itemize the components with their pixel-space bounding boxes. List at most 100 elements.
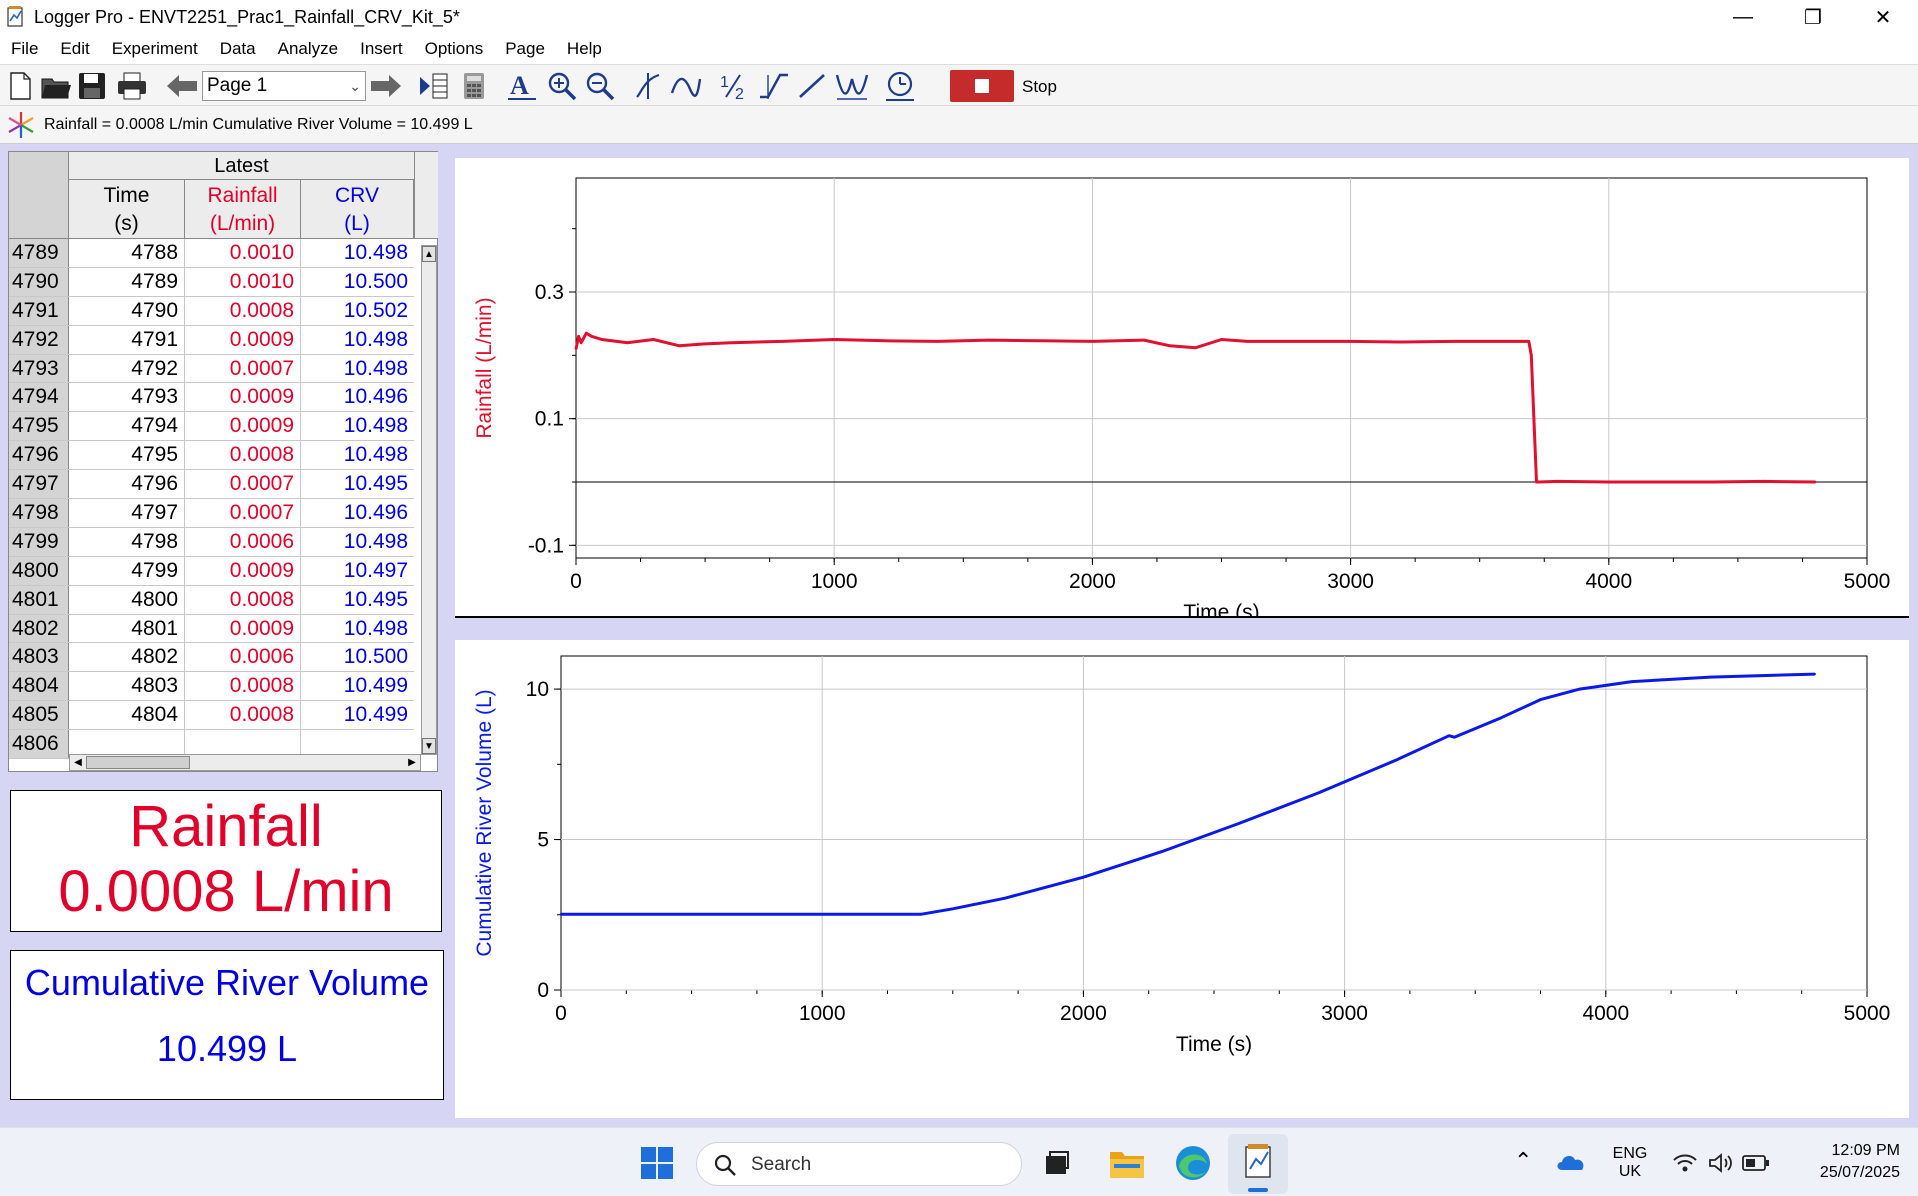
page-select[interactable]: Page 1 ⌄ bbox=[202, 71, 366, 101]
taskbar-search[interactable]: Search bbox=[696, 1142, 1022, 1186]
table-row[interactable]: 4790 4789 0.0010 10.500 bbox=[9, 267, 414, 297]
file-explorer-icon[interactable] bbox=[1108, 1146, 1146, 1180]
cell-rainfall[interactable]: 0.0008 bbox=[185, 672, 301, 701]
table-row[interactable]: 4802 4801 0.0009 10.498 bbox=[9, 614, 414, 644]
menu-experiment[interactable]: Experiment bbox=[111, 39, 198, 58]
previous-page-button[interactable] bbox=[164, 69, 200, 103]
column-header-crv[interactable]: CRV (L) bbox=[301, 180, 414, 239]
cell-rainfall[interactable]: 0.0009 bbox=[185, 614, 301, 643]
cell-rainfall[interactable]: 0.0007 bbox=[185, 470, 301, 499]
column-header-rainfall[interactable]: Rainfall (L/min) bbox=[185, 180, 301, 239]
cell-time[interactable]: 4791 bbox=[69, 325, 185, 354]
cell-time[interactable]: 4794 bbox=[69, 412, 185, 441]
cell-time[interactable]: 4798 bbox=[69, 527, 185, 556]
table-row[interactable]: 4797 4796 0.0007 10.495 bbox=[9, 470, 414, 500]
cell-crv[interactable]: 10.495 bbox=[343, 587, 408, 611]
scroll-down-icon[interactable]: ▼ bbox=[422, 738, 436, 754]
scroll-right-icon[interactable]: ▶ bbox=[408, 757, 416, 768]
cell-time[interactable]: 4796 bbox=[69, 470, 185, 499]
cell-crv[interactable]: 10.498 bbox=[343, 616, 408, 640]
table-row[interactable]: 4798 4797 0.0007 10.496 bbox=[9, 499, 414, 528]
cell-rainfall[interactable]: 0.0009 bbox=[185, 325, 301, 354]
table-row[interactable]: 4793 4792 0.0007 10.498 bbox=[9, 354, 414, 384]
curve-fit-button[interactable] bbox=[834, 69, 870, 103]
next-page-button[interactable] bbox=[368, 69, 404, 103]
zoom-in-button[interactable] bbox=[544, 69, 580, 103]
task-view-icon[interactable] bbox=[1042, 1148, 1072, 1178]
menu-edit[interactable]: Edit bbox=[60, 39, 90, 58]
table-row[interactable]: 4795 4794 0.0009 10.498 bbox=[9, 412, 414, 442]
menu-analyze[interactable]: Analyze bbox=[277, 39, 339, 58]
examine-button[interactable] bbox=[630, 69, 666, 103]
cell-crv[interactable]: 10.500 bbox=[343, 269, 408, 293]
data-table[interactable]: Latest Time (s) Rainfall (L/min) CRV (L)… bbox=[8, 151, 438, 772]
menu-page[interactable]: Page bbox=[505, 39, 545, 58]
stop-label[interactable]: Stop bbox=[1022, 77, 1057, 96]
table-row[interactable]: 4791 4790 0.0008 10.502 bbox=[9, 296, 414, 326]
cell-time[interactable]: 4790 bbox=[69, 296, 185, 325]
cell-crv[interactable]: 10.498 bbox=[343, 241, 408, 264]
scroll-thumb[interactable] bbox=[86, 756, 190, 769]
cell-crv[interactable]: 10.498 bbox=[343, 529, 408, 553]
table-row[interactable]: 4801 4800 0.0008 10.495 bbox=[9, 585, 414, 615]
menu-help[interactable]: Help bbox=[566, 39, 602, 58]
cell-rainfall[interactable]: 0.0009 bbox=[185, 556, 301, 585]
cell-time[interactable]: 4802 bbox=[69, 643, 185, 672]
close-button[interactable]: ✕ bbox=[1848, 0, 1918, 34]
linear-fit-button[interactable] bbox=[794, 69, 830, 103]
rainfall-graph-svg[interactable]: 0 1000 2000 3000 4000 5000 -0.1 0.1 0.3 Time (s) R… bbox=[455, 158, 1909, 618]
tangent-button[interactable] bbox=[668, 69, 704, 103]
statistics-button[interactable] bbox=[756, 69, 792, 103]
cell-rainfall[interactable]: 0.0008 bbox=[185, 585, 301, 614]
language-indicator[interactable]: ENG UK bbox=[1610, 1145, 1650, 1181]
cell-rainfall[interactable]: 0.0009 bbox=[185, 412, 301, 441]
cell-crv[interactable]: 10.498 bbox=[343, 414, 408, 438]
edge-browser-icon[interactable] bbox=[1174, 1144, 1212, 1182]
chevron-up-icon[interactable]: ⌃ bbox=[1514, 1148, 1533, 1173]
scroll-up-icon[interactable]: ▲ bbox=[422, 246, 436, 262]
cell-time[interactable]: 4804 bbox=[69, 701, 185, 730]
cell-time[interactable]: 4793 bbox=[69, 383, 185, 412]
table-row[interactable]: 4789 4788 0.0010 10.498 bbox=[9, 239, 414, 268]
cell-rainfall[interactable]: 0.0008 bbox=[185, 701, 301, 730]
cell-time[interactable]: 4803 bbox=[69, 672, 185, 701]
print-button[interactable] bbox=[114, 69, 150, 103]
cell-rainfall[interactable]: 0.0007 bbox=[185, 354, 301, 383]
table-view-button[interactable] bbox=[416, 69, 452, 103]
menu-insert[interactable]: Insert bbox=[360, 39, 403, 58]
stop-button[interactable] bbox=[950, 70, 1014, 102]
logger-pro-taskbar-button[interactable] bbox=[1228, 1134, 1288, 1194]
cell-crv[interactable]: 10.498 bbox=[343, 327, 408, 351]
zoom-out-button[interactable] bbox=[582, 69, 618, 103]
menu-options[interactable]: Options bbox=[424, 39, 484, 58]
open-file-button[interactable] bbox=[38, 69, 74, 103]
cell-crv[interactable]: 10.496 bbox=[343, 385, 408, 409]
table-row[interactable]: 4794 4793 0.0009 10.496 bbox=[9, 383, 414, 413]
cell-time[interactable]: 4792 bbox=[69, 354, 185, 383]
cell-crv[interactable]: 10.497 bbox=[343, 558, 408, 582]
cell-rainfall[interactable]: 0.0010 bbox=[185, 239, 301, 267]
table-row[interactable]: 4799 4798 0.0006 10.498 bbox=[9, 527, 414, 557]
cell-crv[interactable]: 10.498 bbox=[343, 443, 408, 467]
rainfall-meter[interactable]: Rainfall 0.0008 L/min bbox=[10, 790, 442, 932]
cell-time[interactable] bbox=[69, 730, 185, 759]
minimize-button[interactable]: — bbox=[1708, 0, 1778, 34]
onedrive-cloud-icon[interactable] bbox=[1556, 1150, 1586, 1174]
cell-crv[interactable]: 10.499 bbox=[343, 674, 408, 698]
calculator-button[interactable] bbox=[456, 69, 492, 103]
autoscale-button[interactable]: A bbox=[504, 69, 540, 103]
cell-time[interactable]: 4788 bbox=[69, 239, 185, 267]
cell-rainfall[interactable]: 0.0008 bbox=[185, 441, 301, 470]
scroll-left-icon[interactable]: ◀ bbox=[74, 757, 82, 768]
cell-crv[interactable]: 10.499 bbox=[343, 703, 408, 727]
rainfall-graph[interactable]: 0 1000 2000 3000 4000 5000 -0.1 0.1 0.3 Time (s) R… bbox=[455, 158, 1909, 618]
cell-rainfall[interactable]: 0.0007 bbox=[185, 499, 301, 527]
cell-time[interactable]: 4800 bbox=[69, 585, 185, 614]
table-row[interactable]: 4800 4799 0.0009 10.497 bbox=[9, 556, 414, 586]
table-row[interactable]: 4804 4803 0.0008 10.499 bbox=[9, 672, 414, 702]
cell-rainfall[interactable]: 0.0010 bbox=[185, 267, 301, 296]
cell-time[interactable]: 4789 bbox=[69, 267, 185, 296]
menu-data[interactable]: Data bbox=[219, 39, 256, 58]
wifi-icon[interactable] bbox=[1672, 1152, 1698, 1174]
